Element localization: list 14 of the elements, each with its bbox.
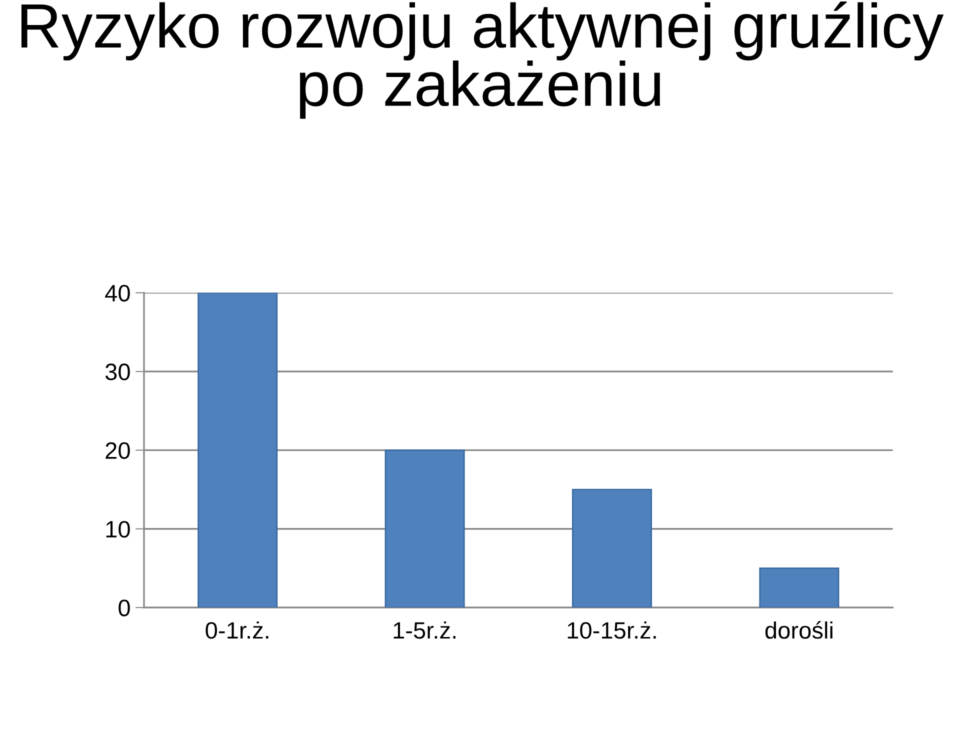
bar xyxy=(759,568,840,608)
bar xyxy=(572,488,652,608)
x-tick-label: 1-5r.ż. xyxy=(394,621,456,639)
x-tick-label: dorośli xyxy=(765,621,832,639)
bar xyxy=(198,292,278,608)
bar xyxy=(384,449,465,608)
chart-title: Ryzyko rozwoju aktywnej gruźlicy po zakażeniu xyxy=(21,1,944,119)
y-tick-label: 10 xyxy=(106,520,130,538)
x-tick-label: 10-15r.ż. xyxy=(568,621,656,639)
y-tick-label: 0 xyxy=(118,600,130,616)
y-tick-label: 30 xyxy=(105,364,130,380)
y-tick-label: 20 xyxy=(106,442,130,459)
x-tick-label: 0-1r.ż. xyxy=(206,621,268,639)
y-tick-label: 40 xyxy=(105,284,130,302)
